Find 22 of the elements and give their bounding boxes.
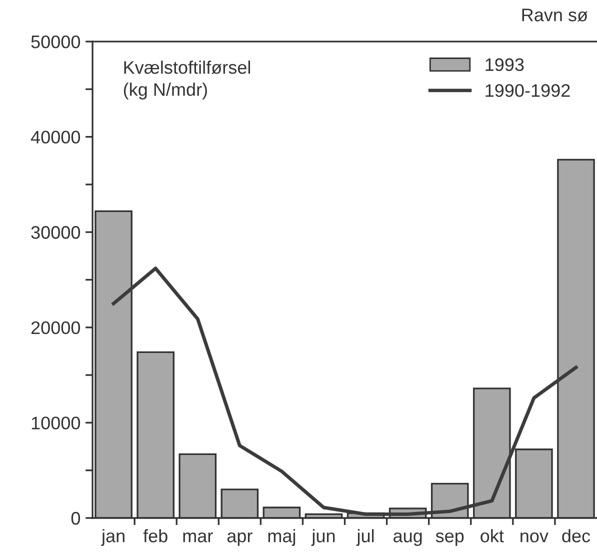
y-tick-label: 20000 bbox=[31, 321, 80, 334]
legend-label: 1993 bbox=[486, 58, 524, 72]
x-tick-label: sep bbox=[436, 532, 464, 546]
x-tick-label: feb bbox=[143, 529, 168, 542]
chart-title: Ravn sø bbox=[522, 8, 588, 22]
x-tick-label: maj bbox=[268, 529, 296, 546]
y-tick-label: 40000 bbox=[30, 130, 80, 144]
y-axis-title: Kvælstoftilførsel (kg N/mdr) bbox=[124, 60, 250, 100]
x-tick-label: jun bbox=[311, 529, 335, 546]
y-tick-label: 0 bbox=[71, 512, 80, 525]
y-tick-label: 50000 bbox=[31, 35, 80, 48]
y-tick-label: 10000 bbox=[32, 416, 80, 430]
x-tick-label: okt bbox=[480, 529, 504, 542]
x-tick-label: aug bbox=[394, 532, 422, 546]
x-tick-label: nov bbox=[520, 532, 548, 542]
legend-label: 1990-1992 bbox=[486, 84, 570, 97]
y-tick-label: 30000 bbox=[31, 226, 80, 239]
x-tick-label: jan bbox=[101, 529, 124, 546]
x-tick-label: jul bbox=[356, 529, 374, 546]
x-tick-label: apr bbox=[227, 532, 252, 546]
x-tick-label: mar bbox=[183, 532, 213, 542]
x-tick-label: dec bbox=[562, 529, 590, 542]
